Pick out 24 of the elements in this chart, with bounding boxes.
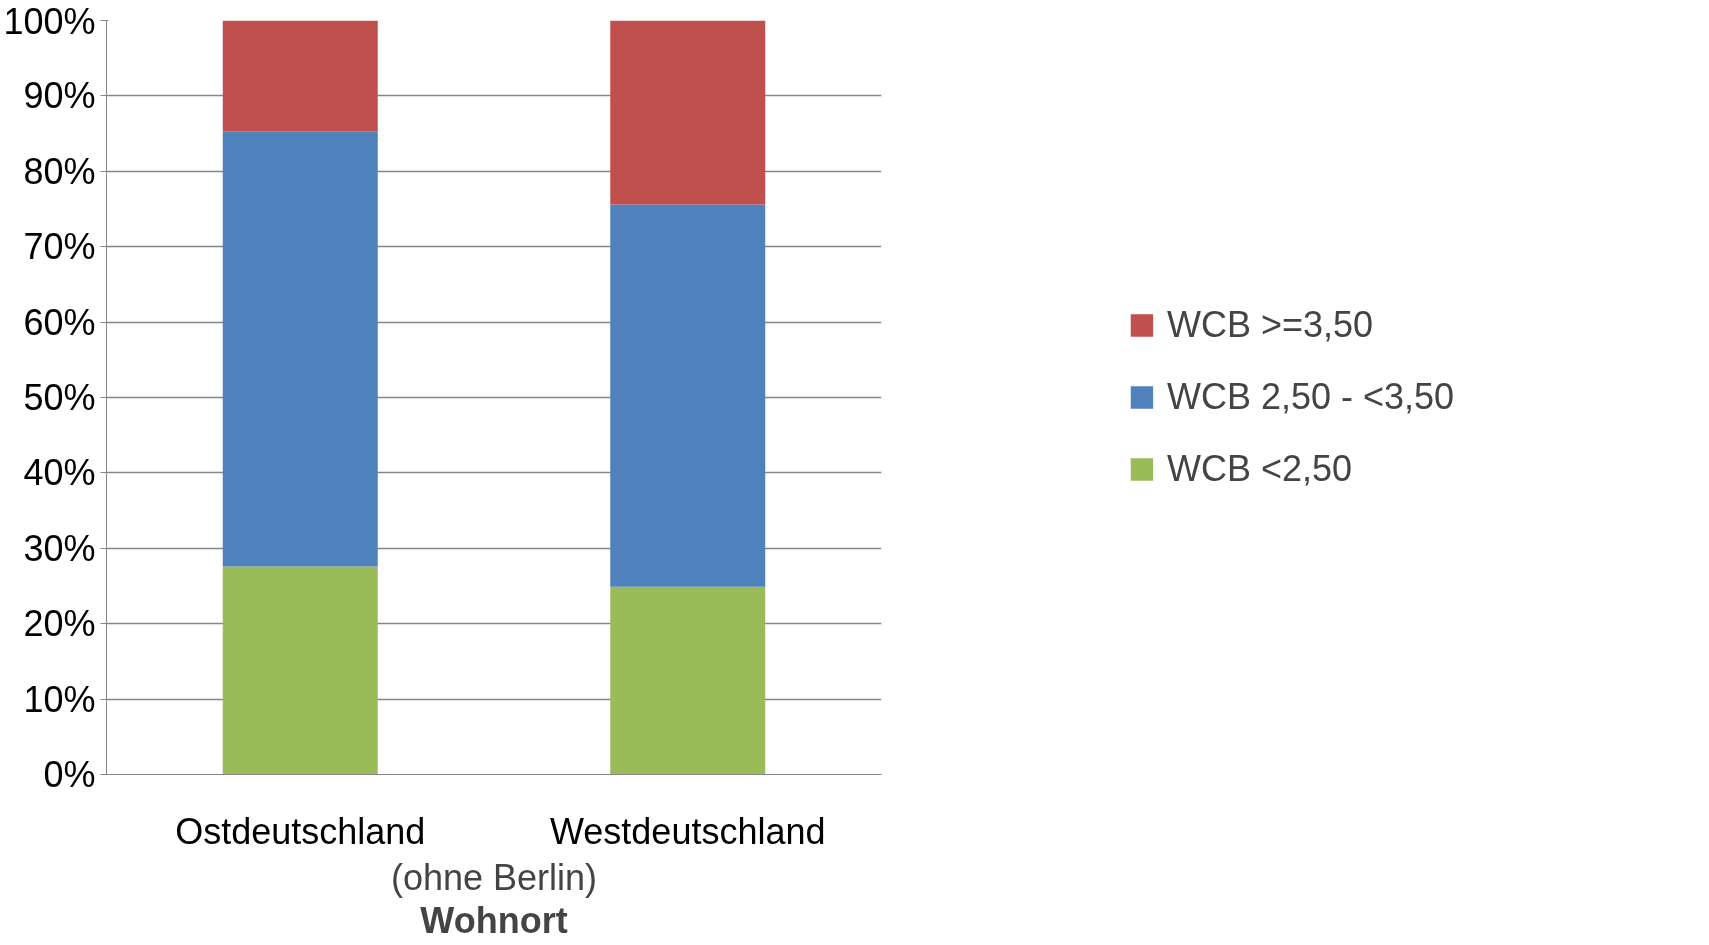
text: (ohne Berlin) <box>390 856 598 898</box>
legend-label: WCB <2,50 <box>1166 448 1353 490</box>
y-tick-label: 90% <box>23 75 96 117</box>
bar <box>222 566 378 775</box>
y-tick-label: 30% <box>23 527 96 569</box>
y-tick-label: 80% <box>23 150 96 192</box>
legend-label: WCB 2,50 - <3,50 <box>1166 376 1455 418</box>
x-axis-title: Wohnort <box>420 899 568 941</box>
x-tick-label: Westdeutschland <box>550 810 826 852</box>
y-tick-label: 20% <box>23 603 96 645</box>
bar <box>610 20 766 205</box>
y-tick-label: 0% <box>43 754 96 795</box>
x-tick-label: Ostdeutschland <box>175 810 426 852</box>
y-tick-label: 60% <box>23 301 96 343</box>
y-tick-label: 100% <box>3 0 96 42</box>
legend-label: WCB >=3,50 <box>1166 304 1374 346</box>
bar <box>222 131 378 567</box>
bar <box>222 20 378 132</box>
y-tick-label: 50% <box>23 377 96 418</box>
bar <box>610 204 766 587</box>
bar <box>610 586 766 775</box>
y-tick-label: 70% <box>23 226 96 268</box>
y-tick-label: 10% <box>23 678 96 720</box>
y-tick-label: 40% <box>23 452 96 494</box>
